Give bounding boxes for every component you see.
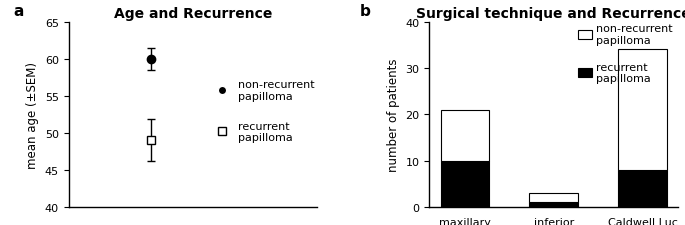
Text: a: a <box>14 4 24 19</box>
Legend: non-recurrent
papilloma, recurrent
papilloma: non-recurrent papilloma, recurrent papil… <box>578 24 673 84</box>
Text: b: b <box>360 4 371 19</box>
Bar <box>618 170 667 207</box>
Title: Surgical technique and Recurrence: Surgical technique and Recurrence <box>416 7 685 21</box>
Bar <box>530 202 578 207</box>
Bar <box>530 193 578 202</box>
Bar <box>618 50 667 170</box>
Bar <box>440 161 489 207</box>
Bar <box>440 110 489 161</box>
Y-axis label: number of patients: number of patients <box>387 58 400 171</box>
Title: Age and Recurrence: Age and Recurrence <box>114 7 272 21</box>
Legend: non-recurrent
papilloma, recurrent
papilloma: non-recurrent papilloma, recurrent papil… <box>211 80 314 142</box>
Y-axis label: mean age (±SEM): mean age (±SEM) <box>26 61 39 168</box>
